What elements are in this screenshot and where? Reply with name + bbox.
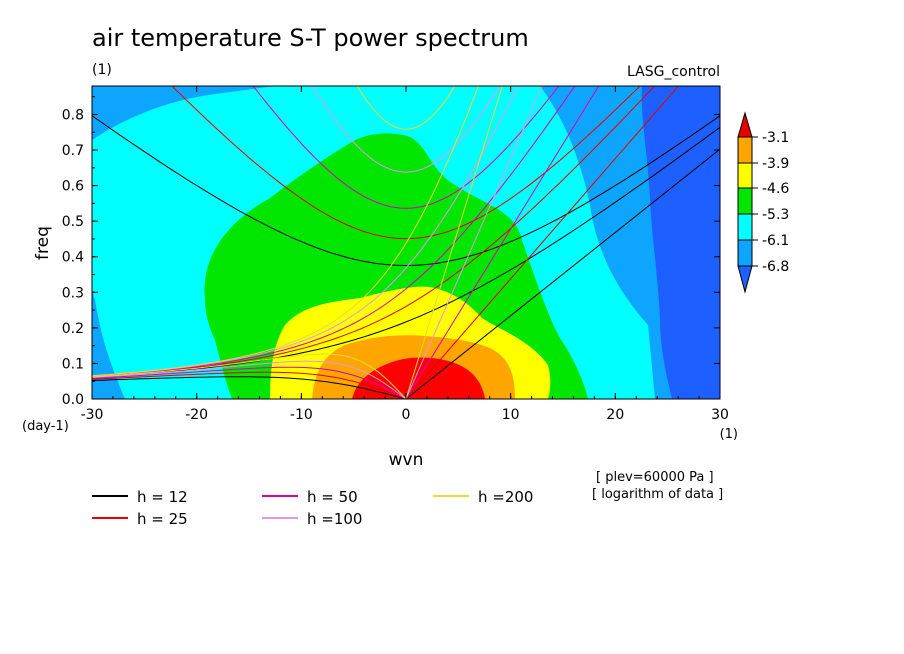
kelvin-curve: [405, 86, 680, 399]
kelvin-curve: [405, 86, 503, 399]
y-tick-label: 0.2: [62, 321, 84, 337]
x-tick-label: -20: [185, 407, 208, 423]
x-axis: -30 -20 -10 0 10 20 30: [81, 86, 729, 423]
y-tick-label: 0.3: [62, 285, 84, 301]
y-tick-label: 0.8: [62, 107, 84, 123]
legend-label: h = 50: [307, 488, 358, 506]
colorbar-bin: [737, 187, 753, 215]
colorbar-label: -4.6: [762, 181, 789, 197]
colorbar-bin: [737, 213, 753, 241]
y-tick-label: 0.1: [62, 356, 84, 372]
mixed-rossby-gravity-curve: [92, 86, 480, 377]
legend: h = 12 h = 25 h = 50 h =100 h =200: [92, 488, 533, 528]
rossby-curve: [92, 376, 407, 399]
x-axis-title: wvn: [389, 450, 424, 470]
y-axis-title: freq: [33, 226, 53, 260]
colorbar-top-arrow: [737, 111, 753, 138]
legend-label: h = 12: [137, 488, 188, 506]
dispersion-curves: [92, 86, 720, 399]
colorbar-label: -6.1: [762, 233, 789, 249]
colorbar-label: -6.8: [762, 259, 789, 275]
kelvin-curve: [405, 86, 543, 399]
x-tick-label: 30: [711, 407, 729, 423]
rossby-curve: [92, 366, 407, 399]
inertia-gravity-curve: [171, 86, 641, 240]
mixed-rossby-gravity-curve: [92, 86, 656, 378]
colorbar-bin: [737, 162, 753, 189]
x-tick-label: 10: [502, 407, 520, 423]
x-tick-label: 20: [606, 407, 624, 423]
note-plev: [ plev=60000 Pa ]: [596, 470, 714, 485]
inertia-gravity-curve: [252, 86, 560, 209]
colorbar-bin: [737, 239, 753, 267]
x-unit-label: (1): [720, 427, 738, 442]
note-logarithm: [ logarithm of data ]: [592, 487, 723, 502]
inertia-gravity-curve: [356, 86, 456, 130]
colorbar-bottom-arrow: [737, 265, 753, 294]
inertia-gravity-curve: [92, 115, 720, 267]
y-axis: 0.0 0.1 0.2 0.3 0.4 0.5 0.6 0.7 0.8: [62, 96, 720, 408]
colorbar-bin: [737, 136, 753, 164]
y-tick-label: 0.7: [62, 143, 84, 159]
y-unit-label: (day-1): [22, 419, 69, 434]
rossby-curve: [92, 371, 407, 399]
x-tick-label: -30: [81, 407, 104, 423]
chart-subtitle-left: (1): [92, 62, 112, 78]
legend-label: h = 25: [137, 510, 188, 528]
kelvin-curve: [405, 86, 600, 399]
colorbar-label: -5.3: [762, 207, 789, 223]
legend-label: h =200: [478, 488, 533, 506]
fill-blue-left: [92, 300, 125, 399]
rossby-curve: [92, 360, 407, 399]
rossby-curve: [92, 353, 407, 399]
x-tick-label: 0: [402, 407, 411, 423]
y-tick-label: 0.6: [62, 179, 84, 195]
mixed-rossby-gravity-curve: [92, 86, 576, 377]
colorbar-label: -3.9: [762, 156, 789, 172]
colorbar-label: -3.1: [762, 130, 789, 146]
y-tick-label: 0.5: [62, 214, 84, 230]
mixed-rossby-gravity-curve: [92, 126, 720, 378]
mixed-rossby-gravity-curve: [92, 86, 519, 377]
legend-label: h =100: [307, 510, 362, 528]
y-tick-label: 0.4: [62, 250, 84, 266]
x-tick-label: -10: [290, 407, 313, 423]
colorbar: -3.1 -3.9 -4.6 -5.3 -6.1 -6.8: [737, 111, 789, 294]
kelvin-curve: [405, 148, 720, 399]
y-tick-label: 0.0: [62, 392, 84, 408]
chart-subtitle-right: LASG_control: [627, 64, 720, 80]
inertia-gravity-curve: [311, 86, 501, 173]
chart-title: air temperature S-T power spectrum: [92, 24, 529, 52]
